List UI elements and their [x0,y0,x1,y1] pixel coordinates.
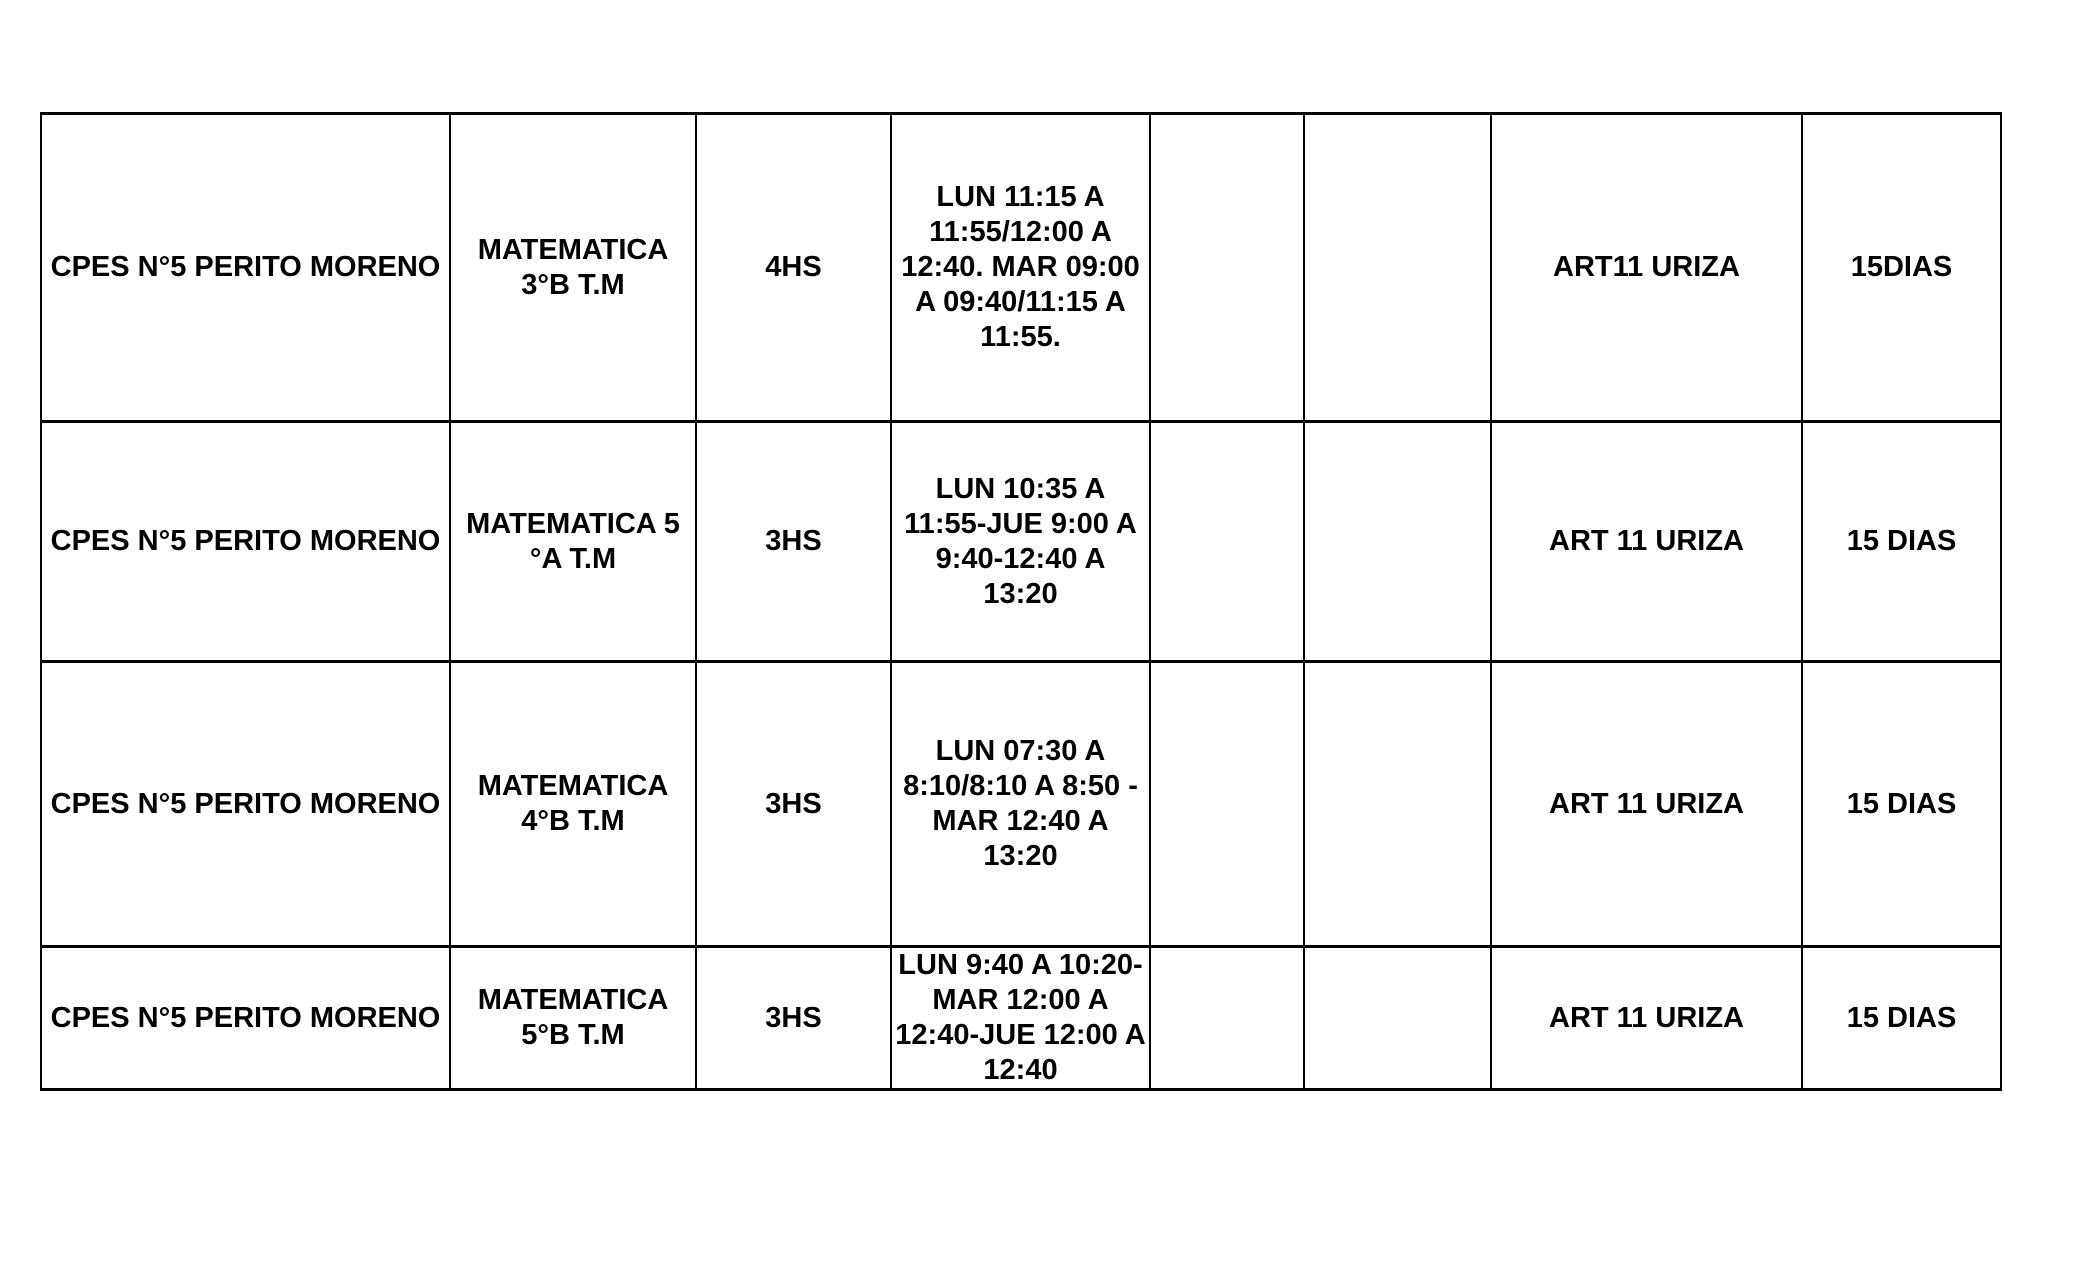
cell-schedule: LUN 9:40 A 10:20- MAR 12:00 A 12:40-JUE … [890,945,1151,1091]
cell-schedule: LUN 11:15 A 11:55/12:00 A 12:40. MAR 09:… [890,112,1151,423]
cell-schedule: LUN 07:30 A 8:10/8:10 A 8:50 - MAR 12:40… [890,660,1151,948]
cell-hours: 3HS [695,660,892,948]
cell-empty-1 [1149,420,1305,663]
table-row: CPES N°5 PERITO MORENO MATEMATICA 5°B T.… [40,945,2002,1091]
table-row: CPES N°5 PERITO MORENO MATEMATICA 3°B T.… [40,112,2002,423]
cell-school: CPES N°5 PERITO MORENO [40,945,451,1091]
cell-teacher: ART 11 URIZA [1490,420,1803,663]
cell-teacher: ART11 URIZA [1490,112,1803,423]
cell-empty-1 [1149,945,1305,1091]
cell-hours: 3HS [695,945,892,1091]
cell-empty-2 [1303,945,1492,1091]
cell-schedule: LUN 10:35 A 11:55-JUE 9:00 A 9:40-12:40 … [890,420,1151,663]
cell-course: MATEMATICA 4°B T.M [449,660,697,948]
cell-school: CPES N°5 PERITO MORENO [40,420,451,663]
cell-duration: 15 DIAS [1801,660,2002,948]
cell-empty-2 [1303,420,1492,663]
cell-duration: 15 DIAS [1801,945,2002,1091]
cell-course: MATEMATICA 5 °A T.M [449,420,697,663]
cell-course: MATEMATICA 3°B T.M [449,112,697,423]
cell-teacher: ART 11 URIZA [1490,945,1803,1091]
cell-school: CPES N°5 PERITO MORENO [40,660,451,948]
cell-empty-1 [1149,112,1305,423]
cell-empty-2 [1303,112,1492,423]
cell-empty-1 [1149,660,1305,948]
cell-hours: 4HS [695,112,892,423]
cell-empty-2 [1303,660,1492,948]
cell-teacher: ART 11 URIZA [1490,660,1803,948]
cell-course: MATEMATICA 5°B T.M [449,945,697,1091]
cell-duration: 15 DIAS [1801,420,2002,663]
cell-school: CPES N°5 PERITO MORENO [40,112,451,423]
cell-hours: 3HS [695,420,892,663]
table-row: CPES N°5 PERITO MORENO MATEMATICA 5 °A T… [40,420,2002,663]
cell-duration: 15DIAS [1801,112,2002,423]
course-schedule-table: CPES N°5 PERITO MORENO MATEMATICA 3°B T.… [40,112,2002,1091]
table-row: CPES N°5 PERITO MORENO MATEMATICA 4°B T.… [40,660,2002,948]
